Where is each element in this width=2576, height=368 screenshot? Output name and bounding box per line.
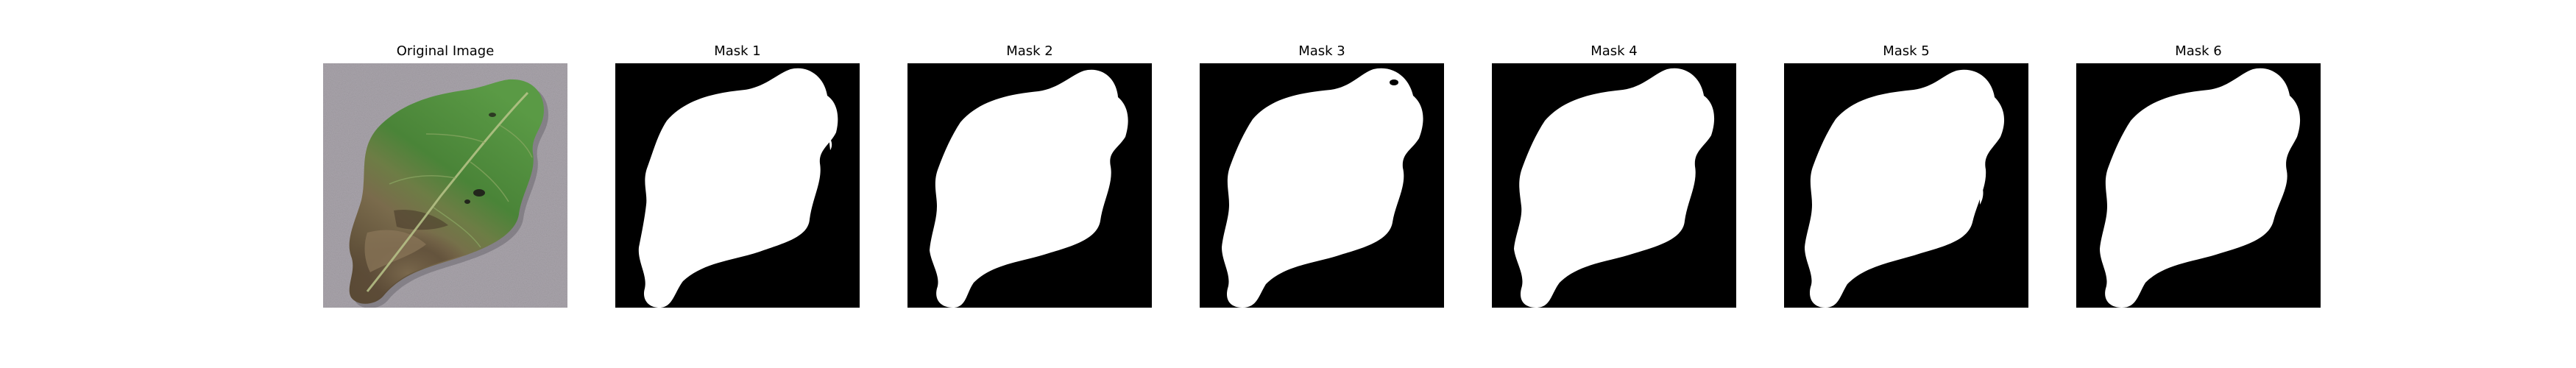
mask-foreground (930, 69, 1128, 308)
panel-mask-3: Mask 3 (1200, 43, 1444, 308)
panel-mask-2: Mask 2 (907, 43, 1152, 308)
leaf-blight (350, 190, 514, 301)
mask-image (1200, 63, 1444, 308)
panel-title: Original Image (396, 43, 495, 59)
mask-hole (1390, 79, 1398, 85)
mask-foreground (1222, 68, 1423, 308)
panel-title: Mask 1 (714, 43, 761, 59)
mask-foreground (1805, 69, 2005, 308)
original-leaf-photo (323, 63, 567, 308)
mask-image (2076, 63, 2321, 308)
panel-title: Mask 5 (1883, 43, 1930, 59)
mask-foreground (638, 68, 838, 308)
mask-foreground (2100, 68, 2301, 308)
mask-image (615, 63, 860, 308)
panel-title: Mask 2 (1006, 43, 1053, 59)
panel-mask-6: Mask 6 (2076, 43, 2321, 308)
panel-title: Mask 6 (2175, 43, 2222, 59)
mask-image (907, 63, 1152, 308)
mask-image (1784, 63, 2028, 308)
panel-mask-1: Mask 1 (615, 43, 860, 308)
panel-mask-5: Mask 5 (1784, 43, 2028, 308)
mask-image (1492, 63, 1736, 308)
panel-title: Mask 3 (1298, 43, 1345, 59)
leaf-midrib (366, 91, 529, 292)
panel-title: Mask 4 (1590, 43, 1638, 59)
mask-foreground (1514, 68, 1715, 308)
panel-mask-4: Mask 4 (1492, 43, 1736, 308)
panel-original-image: Original Image (323, 43, 567, 308)
